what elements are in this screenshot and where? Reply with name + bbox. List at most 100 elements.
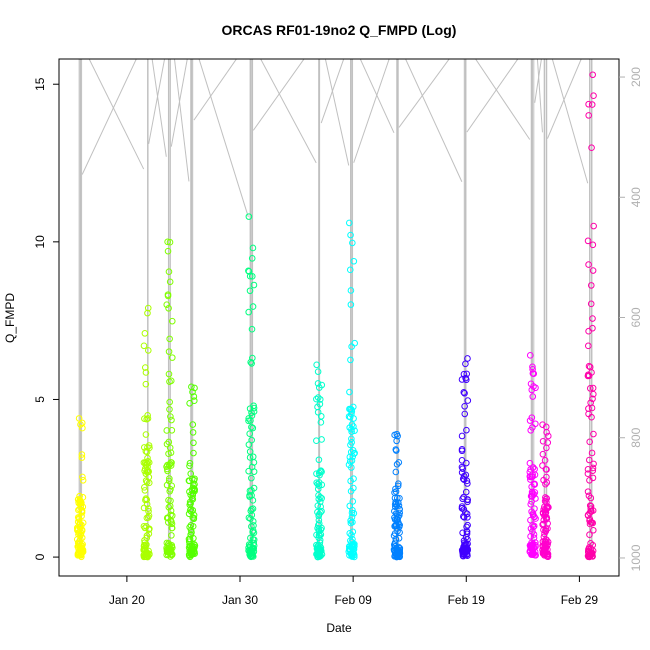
data-point	[166, 378, 173, 385]
data-point	[584, 237, 592, 245]
data-point	[186, 459, 194, 467]
y-axis-label: Q_FMPD	[3, 293, 17, 343]
profile-line	[324, 59, 350, 166]
data-point	[543, 466, 550, 473]
data-point	[462, 374, 469, 382]
data-point	[187, 522, 195, 529]
data-point	[544, 439, 552, 446]
data-point	[167, 449, 175, 456]
x-tick-label: Feb 09	[334, 593, 372, 607]
data-point	[76, 539, 83, 546]
data-point	[78, 451, 86, 458]
data-point	[461, 410, 469, 418]
data-point	[587, 539, 594, 547]
data-point	[392, 447, 400, 454]
data-point	[315, 531, 323, 539]
data-point	[464, 521, 471, 529]
data-point	[349, 239, 356, 247]
data-point	[163, 440, 171, 448]
data-point	[190, 439, 197, 447]
data-point	[530, 513, 538, 520]
data-point	[166, 278, 174, 286]
data-point	[165, 268, 173, 276]
data-point	[74, 527, 81, 534]
x-tick-label: Feb 19	[448, 593, 486, 607]
y-tick-label: 0	[33, 553, 47, 560]
data-point	[245, 417, 252, 425]
data-point	[539, 437, 547, 445]
y2-tick-label: 400	[629, 187, 643, 207]
data-point	[348, 439, 355, 446]
data-point	[391, 501, 399, 508]
data-point	[316, 468, 324, 475]
data-point	[145, 507, 152, 515]
data-point	[584, 371, 592, 379]
data-point	[529, 471, 536, 478]
data-point	[142, 364, 149, 371]
data-point	[79, 473, 86, 481]
profile-line	[547, 59, 582, 139]
series-0	[73, 415, 87, 561]
data-point	[528, 386, 536, 394]
data-point	[140, 342, 148, 350]
data-point	[541, 537, 549, 545]
data-point	[247, 358, 255, 366]
data-point	[187, 470, 195, 477]
data-point	[587, 505, 595, 513]
data-point	[350, 553, 358, 561]
data-point	[250, 529, 258, 537]
data-point	[584, 488, 592, 495]
profile-line	[536, 59, 543, 133]
data-point	[189, 421, 197, 428]
data-point	[164, 467, 171, 475]
y2-tick-label: 200	[629, 67, 643, 87]
profile-line	[353, 59, 390, 163]
data-point	[532, 539, 539, 546]
profile-line	[151, 59, 167, 157]
data-point	[528, 539, 535, 547]
data-point	[587, 300, 595, 308]
data-point	[250, 281, 258, 289]
data-point	[76, 547, 84, 554]
data-point	[542, 544, 550, 551]
data-point	[144, 466, 151, 474]
data-point	[248, 409, 255, 417]
data-point	[584, 470, 592, 478]
data-point	[463, 523, 470, 531]
data-point	[245, 267, 252, 275]
data-point	[349, 447, 357, 454]
data-point	[540, 520, 547, 528]
data-point	[185, 477, 193, 484]
data-point	[144, 304, 152, 312]
data-point	[589, 384, 597, 392]
profile-line	[359, 59, 395, 134]
y-tick-label: 5	[33, 396, 47, 403]
data-point	[246, 448, 254, 455]
series-1	[140, 304, 153, 561]
x-axis: Jan 20 Jan 30 Feb 09 Feb 19 Feb 29	[109, 576, 598, 607]
data-point	[349, 528, 357, 536]
data-point	[145, 505, 152, 512]
data-point	[141, 484, 148, 491]
data-point	[248, 436, 255, 444]
data-point	[249, 424, 257, 432]
data-point	[529, 464, 537, 472]
data-point	[318, 507, 325, 515]
data-point	[541, 497, 549, 505]
data-point	[188, 550, 196, 557]
data-point	[144, 463, 151, 471]
data-point	[248, 474, 255, 482]
data-point	[348, 509, 356, 517]
data-point	[78, 527, 86, 534]
data-point	[396, 529, 403, 536]
data-point	[585, 261, 592, 268]
data-point	[78, 547, 85, 555]
data-point	[167, 507, 175, 515]
data-point	[542, 527, 549, 534]
y-tick-label: 10	[33, 235, 47, 249]
data-point	[392, 468, 400, 476]
data-point	[587, 282, 595, 289]
data-point	[140, 541, 148, 549]
data-point	[347, 301, 355, 308]
